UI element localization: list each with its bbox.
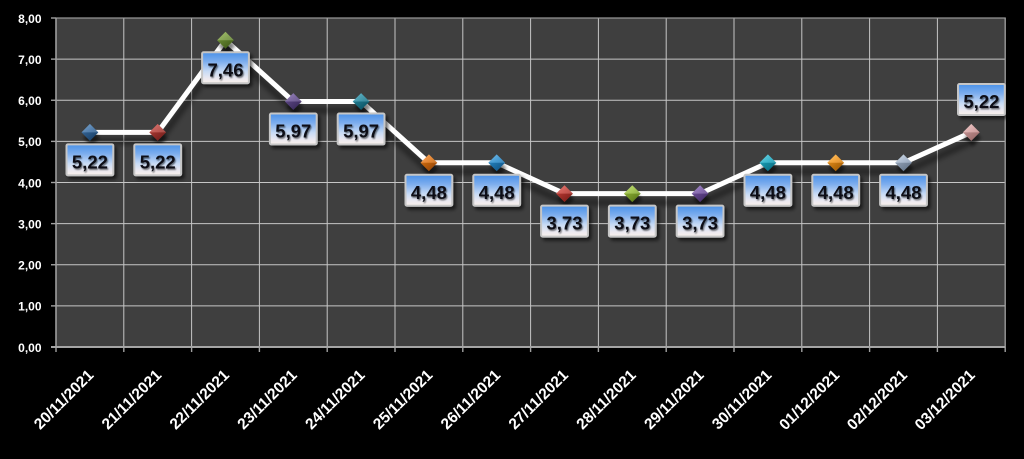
svg-text:5,00: 5,00 [18,135,42,149]
svg-text:7,00: 7,00 [18,53,42,67]
svg-text:4,48: 4,48 [818,182,854,203]
svg-text:3,73: 3,73 [682,213,718,234]
svg-text:5,22: 5,22 [963,91,999,112]
svg-text:4,00: 4,00 [18,176,42,190]
svg-text:4,48: 4,48 [885,182,921,203]
svg-text:8,00: 8,00 [18,12,42,26]
svg-text:4,48: 4,48 [750,182,786,203]
svg-text:5,22: 5,22 [72,151,108,172]
svg-text:3,73: 3,73 [546,213,582,234]
svg-text:3,00: 3,00 [18,217,42,231]
svg-text:5,97: 5,97 [343,121,379,142]
svg-text:0,00: 0,00 [18,341,42,355]
svg-text:7,46: 7,46 [207,59,243,80]
svg-text:1,00: 1,00 [18,300,42,314]
svg-text:6,00: 6,00 [18,94,42,108]
svg-text:3,73: 3,73 [614,213,650,234]
svg-text:5,22: 5,22 [140,151,176,172]
svg-text:4,48: 4,48 [479,182,515,203]
svg-text:5,97: 5,97 [275,121,311,142]
svg-text:2,00: 2,00 [18,259,42,273]
svg-text:4,48: 4,48 [411,182,447,203]
